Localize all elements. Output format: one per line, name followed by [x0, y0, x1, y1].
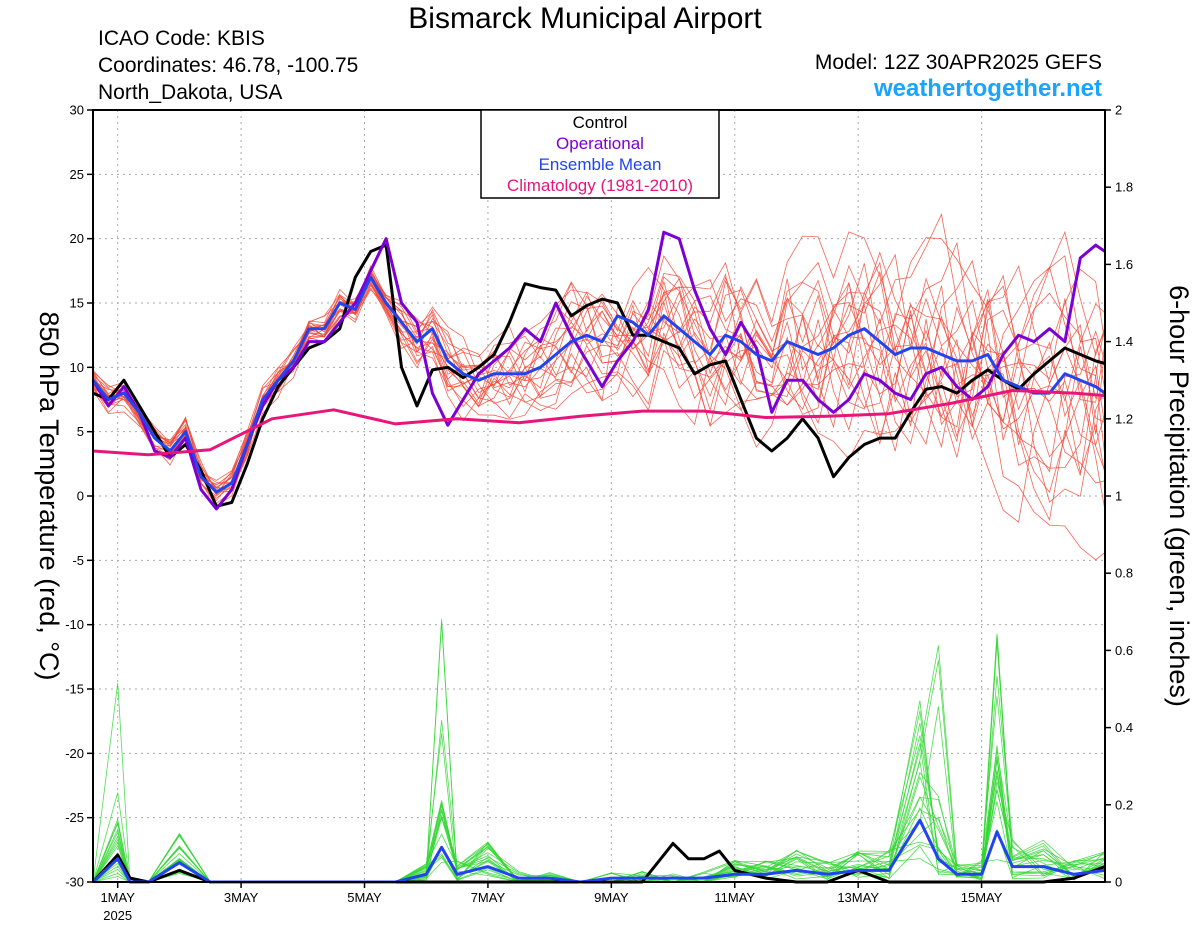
legend-box [480, 109, 720, 199]
temperature-member-lines [92, 213, 1106, 561]
x-tick-label: 7MAY [471, 890, 506, 905]
y-tick-label: 0 [77, 489, 84, 504]
y2-tick-label: 1.2 [1115, 411, 1133, 426]
y2-tick-label: 1.8 [1115, 180, 1133, 195]
y2-tick-label: 2 [1115, 103, 1122, 118]
precipitation-member-line [92, 642, 1106, 883]
legend: Control Operational Ensemble Mean Climat… [480, 109, 720, 199]
series-lines [91, 230, 1106, 884]
legend-operational: Operational [556, 134, 644, 153]
precipitation-member-line [92, 645, 1106, 883]
y-tick-label: 15 [70, 296, 84, 311]
model-run-text: Model: 12Z 30APR2025 GEFS [814, 51, 1102, 74]
y2-tick-label: 0.2 [1115, 797, 1133, 812]
x-tick-label: 1MAY [100, 890, 135, 905]
legend-ensemble-mean: Ensemble Mean [539, 155, 662, 174]
x-tick-label: 3MAY [224, 890, 259, 905]
y-axis-title: 850 hPa Temperature (red, °C) [34, 312, 64, 681]
icao-code-text: ICAO Code: KBIS [98, 27, 265, 50]
coordinates-text: Coordinates: 46.78, -100.75 [98, 54, 359, 77]
region-text: North_Dakota, USA [98, 81, 283, 104]
y-tick-label: 20 [70, 231, 84, 246]
temp-control-line [92, 243, 1106, 508]
y2-axis-title: 6-hour Precipitation (green, inches) [1164, 285, 1194, 707]
temperature-member-line [92, 268, 1106, 486]
y2-tick-label: 0.4 [1115, 720, 1133, 735]
y2-tick-label: 0 [1115, 875, 1122, 890]
y-tick-label: -20 [65, 746, 84, 761]
y-tick-label: -30 [65, 875, 84, 890]
temp-operational-line [91, 230, 1106, 511]
grid-lines [93, 109, 1105, 883]
chart-title: Bismarck Municipal Airport [408, 2, 762, 35]
x-tick-sublabel: 2025 [103, 908, 132, 923]
y-tick-label: 25 [70, 167, 84, 182]
y2-tick-label: 0.6 [1115, 643, 1133, 658]
x-tick-label: 9MAY [594, 890, 629, 905]
y-tick-label: -5 [72, 553, 84, 568]
y-tick-label: 30 [70, 103, 84, 118]
temperature-member-line [92, 281, 1106, 522]
precipitation-member-lines [92, 619, 1106, 883]
legend-climatology: Climatology (1981-2010) [507, 176, 693, 195]
temperature-member-line [92, 253, 1106, 490]
axis-ticks: 302520151050-5-10-15-20-25-3021.81.61.41… [65, 103, 1133, 924]
x-tick-label: 11MAY [714, 890, 755, 905]
y2-tick-label: 1.4 [1115, 334, 1133, 349]
y-tick-label: -10 [65, 617, 84, 632]
y2-tick-label: 1.6 [1115, 257, 1133, 272]
precipitation-member-line [92, 710, 1106, 883]
temp-ensemble-mean-line [91, 275, 1106, 494]
y-tick-label: 10 [70, 360, 84, 375]
y-tick-label: -25 [65, 810, 84, 825]
y2-tick-label: 0.8 [1115, 566, 1133, 581]
y-tick-label: -15 [65, 682, 84, 697]
y-tick-label: 5 [77, 424, 84, 439]
site-name-text: weathertogether.net [873, 75, 1102, 102]
temperature-member-line [92, 213, 1106, 561]
legend-control: Control [573, 113, 628, 132]
temp-climatology-1981-2010-line [92, 389, 1106, 457]
x-tick-label: 13MAY [837, 890, 879, 905]
x-tick-label: 5MAY [347, 890, 382, 905]
temperature-member-line [92, 266, 1106, 495]
x-tick-label: 15MAY [961, 890, 1003, 905]
y2-tick-label: 1 [1115, 489, 1122, 504]
